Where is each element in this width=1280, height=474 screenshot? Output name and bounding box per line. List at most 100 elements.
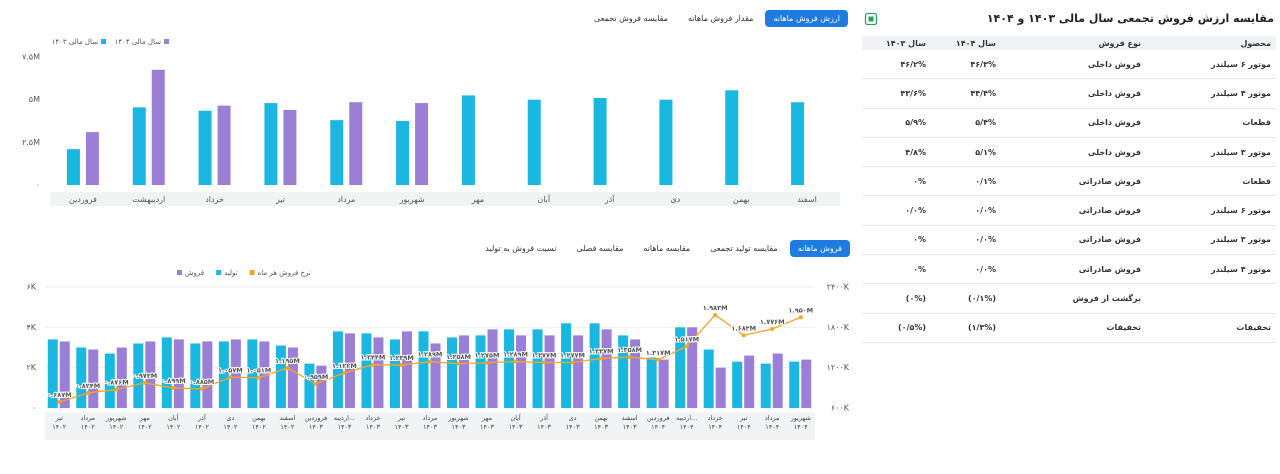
bar [401,331,412,408]
table-body: موتور ۶ سیلندر فروش داخلی ۴۶/۳% ۴۶/۲% موتور … [862,50,1276,343]
table-cell: (۱/۳%) [931,313,1001,343]
line-point [171,385,176,390]
bar [330,120,344,185]
top-tabs: ارزش فروش ماهانه مقدار فروش ماهانه مقایسه … [586,10,848,27]
line-point [428,359,432,364]
table-cell: موتور ۶ سیلندر [1146,50,1276,80]
bar [461,95,475,185]
x-tick-label: اسفند ۱۴۰۲ [279,414,296,431]
bar [725,90,739,185]
tab[interactable]: نسبت فروش به تولید [485,244,557,253]
bar [801,359,812,408]
x-tick-label: خرداد [205,195,224,204]
bar [198,110,212,185]
bar [703,349,714,408]
data-label: ۱.۶۸۲M [731,324,756,332]
table-cell: موتور ۶ سیلندر [1146,195,1276,226]
legend-label: تولید [224,269,238,277]
x-tick-label: شهریور [399,195,425,204]
x-tick-label: دی ۱۴۰۲ [223,414,238,431]
line-point [57,400,62,405]
tab[interactable]: مقدار فروش ماهانه [687,14,754,23]
table-cell: ۴۶/۲% [862,50,931,80]
table-cell: ۵/۱% [931,137,1001,168]
y-tick-label: ۶K [26,283,36,292]
x-tick-label: آذر ۱۴۰۳ [537,414,552,431]
table-row: موتور ۳ سیلندر فروش داخلی ۵/۱% ۴/۸% [862,137,1276,168]
bar [304,363,315,408]
y-tick-label: ۴K [26,323,36,332]
table-cell: فروش صادراتی [1001,166,1146,197]
line-point [313,381,318,386]
table-cell: (۰/۵%) [862,313,931,343]
tab[interactable]: مقایسه فصلی [576,244,624,253]
x-tick-label: خرداد ۱۴۰۴ [707,414,723,431]
data-label: ۱.۰۵۷M [218,366,243,374]
x-tick-label: بهمن ۱۴۰۲ [251,414,266,431]
tab[interactable]: ارزش فروش ماهانه [765,10,848,27]
table-row: موتور ۳ سیلندر فروش صادراتی ۰/۰% ۰% [862,225,1276,256]
bar [161,337,172,408]
column-header: سال ۱۴۰۴ [931,36,1001,50]
bar [173,339,184,408]
line-point [770,326,775,331]
line-point [285,366,290,371]
bar [88,349,99,408]
header-row: محصول نوع فروش سال ۱۴۰۴ سال ۱۴۰۳ [862,36,1276,50]
x-tick-label: خرداد ۱۴۰۳ [365,414,381,431]
tab[interactable]: مقایسه ماهانه [643,244,691,253]
bottom-tabs: فروش ماهانه مقایسه تولید تجمعی مقایسه ماها… [477,240,850,257]
bar [732,361,743,408]
bar [145,341,156,408]
y-tick-label: ۵M [29,95,40,104]
x-tick-label: تیر ۱۴۰۲ [52,414,67,431]
table-cell: موتور ۴ سیلندر [1146,78,1276,109]
x-tick-label: آبان ۱۴۰۲ [166,414,181,431]
line-point [399,363,404,368]
bar [247,339,258,408]
tab[interactable]: مقایسه تولید تجمعی [710,244,778,253]
table-cell: موتور ۳ سیلندر [1146,225,1276,256]
bar [475,335,486,408]
export-icon[interactable] [864,12,878,26]
data-label: ۱.۲۸۹M [418,351,443,359]
table-cell: ۰% [862,225,931,256]
table-cell: (۰%) [862,283,931,314]
bar [630,339,641,408]
table-cell: فروش صادراتی [1001,254,1146,285]
data-label: ۱.۱۹۵M [275,357,300,365]
data-label: ۱.۱۲۲M [332,362,357,370]
x-tick-label: اردیبهشت [132,195,165,204]
bar [659,99,673,185]
bar [593,97,607,185]
table-cell: برگشت از فروش [1001,283,1146,314]
table-cell: ۴/۸% [862,137,931,168]
x-tick-label: مهر ۱۴۰۲ [137,414,152,431]
table-cell: موتور ۳ سیلندر [1146,137,1276,168]
line-point [85,390,90,395]
data-label: ۰.۸۷۶M [104,378,129,386]
data-label: ۱.۳۳۷M [589,347,614,355]
table-cell: ۴۴/۴% [931,78,1001,109]
bar [202,341,213,408]
table-cell: تخفیفات [1146,313,1276,343]
x-tick-label: اردیبه... ۱۴۰۳ [333,414,356,431]
table-title: مقایسه ارزش فروش تجمعی سال مالی ۱۴۰۳ و ۱… [986,12,1274,25]
bar [59,341,70,408]
table-cell: قطعات [1146,108,1276,138]
tab[interactable]: مقایسه فروش تجمعی [594,14,668,23]
bar [760,363,771,408]
bar [789,361,800,408]
bar [283,109,297,185]
data-label: ۰.۸۸۵M [189,378,214,386]
x-tick-label: فروردین [69,195,97,204]
tab[interactable]: فروش ماهانه [789,240,850,257]
table-cell: فروش صادراتی [1001,195,1146,226]
table-cell: ۰% [862,166,931,197]
y2-tick-label: ۶۰۰K [831,404,850,413]
x-tick-label: شهریور ۱۴۰۳ [448,414,469,431]
data-label: ۱.۳۵۸M [617,346,642,354]
bar [415,103,429,185]
bar [447,337,458,408]
legend-swatch [101,39,106,44]
